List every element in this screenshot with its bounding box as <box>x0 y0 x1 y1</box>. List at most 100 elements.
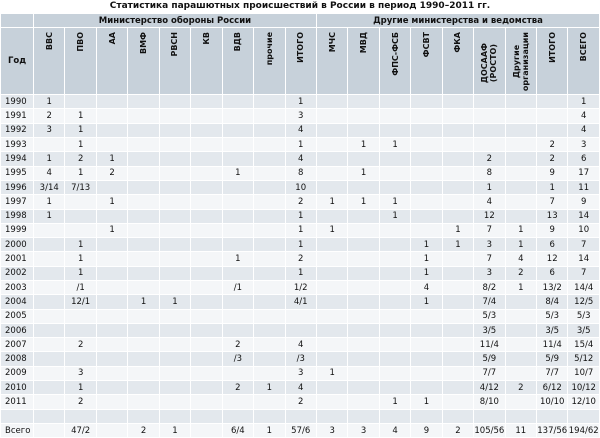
cell: 194/62 <box>567 422 600 438</box>
cell: 7/7 <box>473 365 506 382</box>
row-label: 1990 <box>0 94 34 110</box>
table-row: 2009 3 3 1 7/7 7/7 10/7 <box>0 365 600 382</box>
cell <box>95 137 129 153</box>
cell <box>535 122 569 139</box>
cell <box>158 165 192 181</box>
row-label: 2002 <box>0 265 34 281</box>
cell <box>378 237 412 253</box>
cell <box>410 380 443 396</box>
cell <box>95 208 129 224</box>
cell <box>315 251 349 267</box>
cell <box>253 151 286 167</box>
cell: 14/4 <box>567 279 600 296</box>
cell <box>473 94 506 110</box>
cell <box>253 122 286 139</box>
cell <box>190 165 223 181</box>
table-row: 1998 1 1 1 12 13 14 <box>0 208 600 224</box>
cell <box>190 380 223 396</box>
column-header: МВД <box>347 26 380 96</box>
cell <box>127 308 160 324</box>
cell <box>190 337 223 353</box>
cell: 1 <box>284 94 317 110</box>
column-header-text: ИТОГО <box>547 32 557 63</box>
cell: 1 <box>32 151 66 167</box>
table: Министерство обороны России Другие минис… <box>0 13 600 438</box>
cell: 1 <box>504 222 538 239</box>
cell <box>347 222 380 239</box>
cell <box>378 265 412 281</box>
row-label: 2011 <box>0 394 34 410</box>
row-label: 1991 <box>0 108 34 124</box>
column-header-text: ФКА <box>453 32 463 53</box>
cell: 105/56 <box>473 422 506 438</box>
cell <box>378 222 412 239</box>
cell <box>315 94 349 110</box>
cell <box>221 394 255 410</box>
cell: 13/2 <box>535 279 569 296</box>
cell <box>221 122 255 139</box>
cell: 4/12 <box>473 380 506 396</box>
cell: 7 <box>567 237 600 253</box>
cell: 10/10 <box>535 394 569 410</box>
cell: 12/5 <box>567 294 600 310</box>
group-row: Министерство обороны России Другие минис… <box>0 13 600 28</box>
cell <box>347 237 380 253</box>
table-body: 1990 1 1 1 1991 2 1 3 4 1992 3 1 4 4 1993 1 1 1 1 2 3 1994 1 2 1… <box>0 94 600 438</box>
cell: 1 <box>504 279 538 296</box>
cell: 1 <box>315 222 349 239</box>
cell <box>410 151 443 167</box>
cell: 8 <box>284 165 317 181</box>
cell <box>315 394 349 410</box>
column-header: ФПС-ФСБ <box>378 26 412 96</box>
cell: 57/6 <box>284 422 317 438</box>
cell: 4 <box>504 251 538 267</box>
cell <box>221 222 255 239</box>
cell: 7/4 <box>473 294 506 310</box>
row-label: 1992 <box>0 122 34 139</box>
table-row: 2011 2 2 1 1 8/10 10/10 12/10 <box>0 394 600 410</box>
table-row: 1996 3/14 7/13 10 1 1 11 <box>0 179 600 196</box>
column-header-text: МВД <box>359 32 369 54</box>
cell: 2 <box>284 194 317 210</box>
cell: 4 <box>567 108 600 124</box>
cell <box>158 179 192 196</box>
cell <box>32 337 66 353</box>
cell <box>315 151 349 167</box>
cell: 2 <box>284 394 317 410</box>
cell: 2 <box>504 265 538 281</box>
cell <box>190 265 223 281</box>
row-label: 1998 <box>0 208 34 224</box>
cell <box>253 322 286 339</box>
cell <box>127 94 160 110</box>
cell <box>284 308 317 324</box>
cell: 1 <box>378 137 412 153</box>
cell <box>158 408 192 424</box>
cell <box>347 94 380 110</box>
cell: 2 <box>473 151 506 167</box>
column-header-text: ВСЕГО <box>579 32 589 62</box>
cell: 1 <box>410 237 443 253</box>
cell: 1 <box>253 422 286 438</box>
cell <box>347 279 380 296</box>
cell: 1 <box>64 265 97 281</box>
row-label: 1996 <box>0 179 34 196</box>
cell <box>441 108 475 124</box>
cell: 9 <box>535 222 569 239</box>
cell <box>221 108 255 124</box>
cell: 1 <box>221 165 255 181</box>
cell: 1 <box>95 194 129 210</box>
cell <box>221 294 255 310</box>
cell: 9 <box>410 422 443 438</box>
cell: 4 <box>378 422 412 438</box>
cell <box>95 94 129 110</box>
cell <box>378 365 412 382</box>
cell <box>410 408 443 424</box>
cell <box>253 408 286 424</box>
cell <box>315 322 349 339</box>
cell <box>504 351 538 367</box>
cell <box>32 137 66 153</box>
cell <box>32 251 66 267</box>
cell <box>441 194 475 210</box>
cell <box>473 122 506 139</box>
cell <box>378 294 412 310</box>
